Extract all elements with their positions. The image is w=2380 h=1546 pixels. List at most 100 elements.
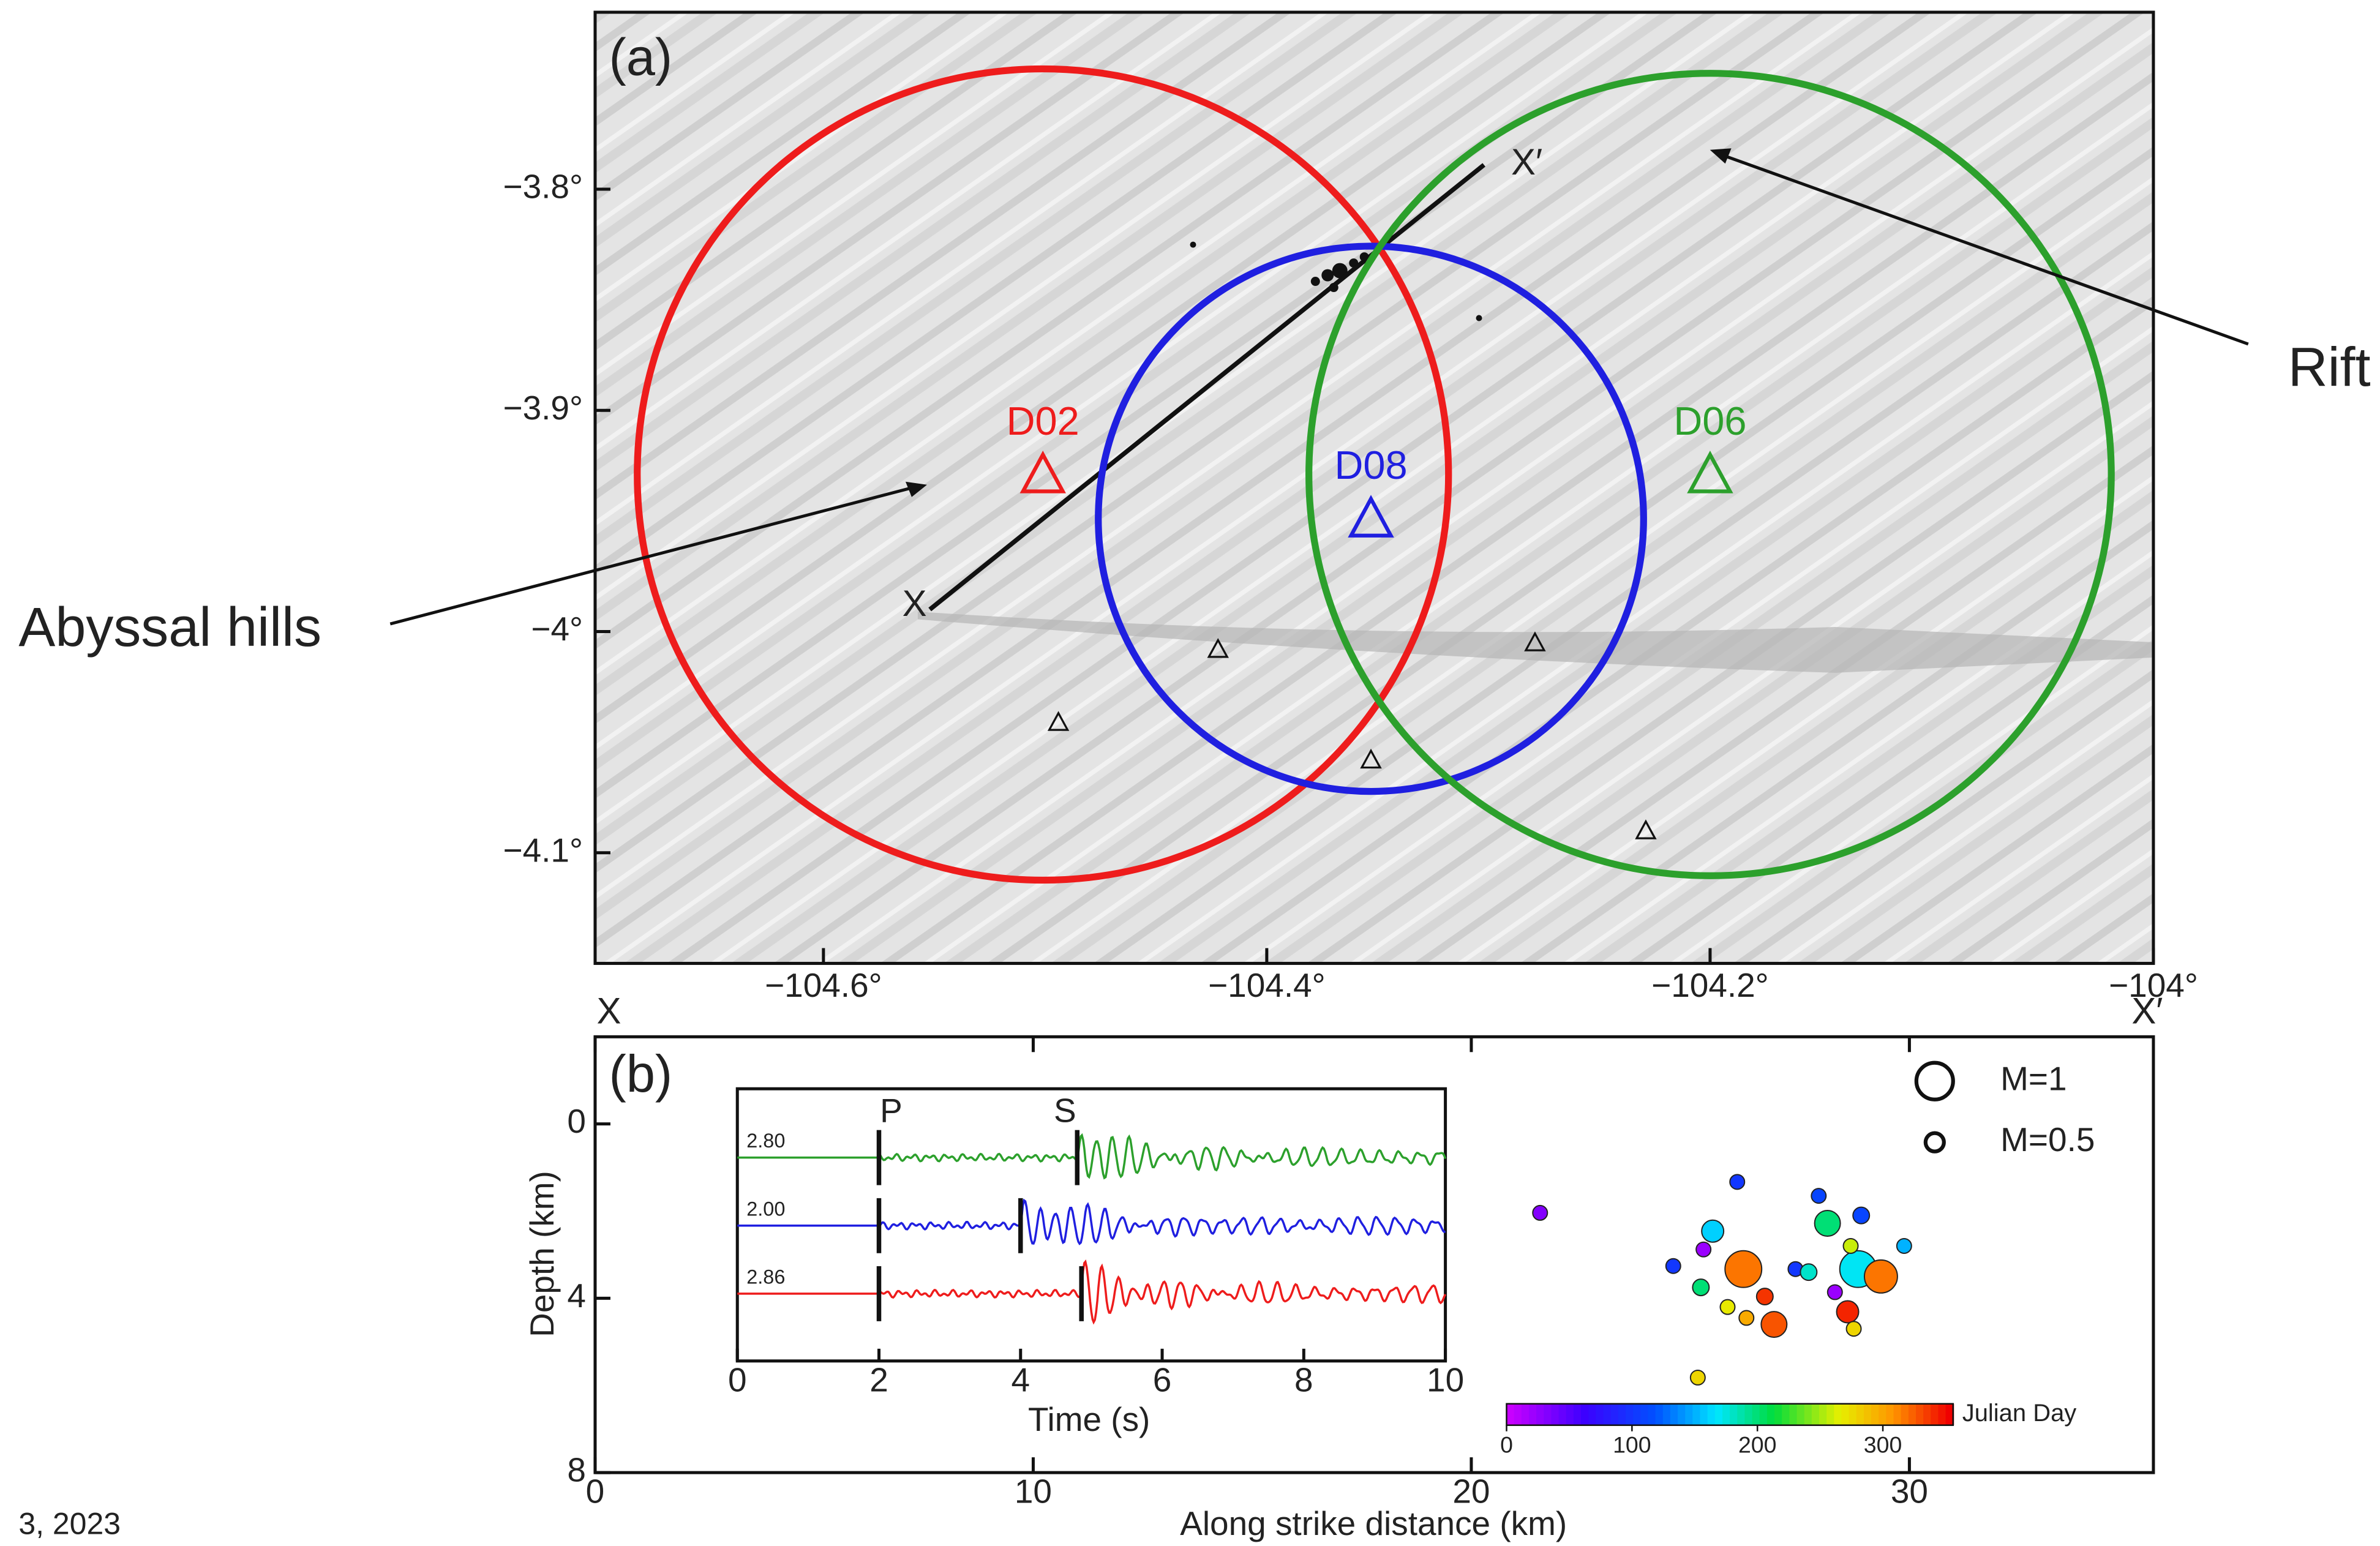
x-axis-title: Along strike distance (km) (1180, 1504, 1567, 1542)
y-tick-label: −4° (531, 610, 583, 648)
event (1800, 1263, 1818, 1281)
station (1348, 495, 1394, 538)
colorbar-segment (1625, 1403, 1634, 1425)
detection-circle (1095, 242, 1647, 795)
colorbar-segment (1692, 1403, 1702, 1425)
annotation-arrow (1720, 152, 2249, 346)
colorbar-segment (1685, 1403, 1694, 1425)
colorbar-segment (1514, 1403, 1523, 1425)
x-tick-label: 20 (1452, 1473, 1490, 1510)
colorbar-segment (1655, 1403, 1664, 1425)
colorbar-segment (1811, 1403, 1820, 1425)
x-tick-label: 30 (1891, 1473, 1928, 1510)
event (1863, 1259, 1898, 1294)
colorbar-segment (1841, 1403, 1850, 1425)
colorbar-segment (1923, 1403, 1932, 1425)
event (1724, 1250, 1763, 1288)
event (1845, 1321, 1862, 1337)
station (1019, 451, 1066, 493)
colorbar-segment (1678, 1403, 1686, 1425)
colorbar-segment (1707, 1403, 1716, 1425)
y-tick-label: −3.9° (503, 389, 583, 427)
event (1755, 1288, 1774, 1306)
colorbar-segment (1863, 1403, 1872, 1425)
colorbar-segment (1700, 1403, 1709, 1425)
colorbar-segment (1670, 1403, 1679, 1425)
waveform (737, 1259, 1447, 1325)
event (1692, 1278, 1710, 1297)
colorbar-segment (1886, 1403, 1895, 1425)
event (1826, 1284, 1843, 1300)
colorbar-segment (1945, 1403, 1954, 1425)
x-tick-label: 10 (1427, 1360, 1464, 1398)
colorbar-segment (1566, 1403, 1575, 1425)
event (1532, 1204, 1549, 1221)
station-label: D06 (1673, 399, 1746, 443)
event (1760, 1311, 1788, 1338)
obs-station (1635, 819, 1657, 839)
trace-label: 2.00 (746, 1198, 785, 1220)
annotation-arrow (389, 484, 918, 626)
event (1738, 1310, 1755, 1326)
colorbar-segment (1610, 1403, 1620, 1425)
map-layer (634, 65, 2115, 884)
event (1852, 1206, 1871, 1225)
event (1665, 1258, 1681, 1274)
colorbar-segment (1581, 1403, 1590, 1425)
phase-label: S (1054, 1092, 1076, 1130)
waveform (737, 1133, 1447, 1180)
colorbar-segment (1766, 1403, 1776, 1425)
profile-start: X (903, 583, 927, 624)
x-tick-label: 6 (1153, 1360, 1172, 1398)
event (1719, 1299, 1736, 1315)
trace-label: 2.86 (746, 1266, 785, 1288)
event (1836, 1300, 1860, 1324)
y-axis-title: Depth (km) (523, 1171, 561, 1337)
colorbar-segment (1826, 1403, 1835, 1425)
colorbar-segment (1849, 1403, 1858, 1425)
y-tick-label: −3.8° (503, 168, 583, 206)
obs-station (1207, 638, 1229, 658)
colorbar-segment (1879, 1403, 1887, 1425)
colorbar-segment (1573, 1403, 1582, 1425)
colorbar-segment (1722, 1403, 1731, 1425)
x-tick-label: 8 (1294, 1360, 1313, 1398)
obs-station (1360, 748, 1382, 769)
colorbar-segment (1796, 1403, 1806, 1425)
colorbar-segment (1551, 1403, 1560, 1425)
colorbar-segment (1662, 1403, 1672, 1425)
x-tick-label: 0 (728, 1360, 747, 1398)
colorbar-segment (1856, 1403, 1865, 1425)
annotation: Rift (2288, 337, 2371, 399)
profile-line (928, 163, 1485, 612)
x-tick-label: −104.2° (1651, 966, 1769, 1004)
footer: 3, 2023 (18, 1507, 121, 1541)
colorbar-segment (1737, 1403, 1746, 1425)
x-tick-label: −104.4° (1208, 966, 1326, 1004)
colorbar-segment (1506, 1403, 1515, 1425)
station (1687, 451, 1733, 493)
size-legend-symbol (1923, 1131, 1946, 1154)
x-tick-label: 4 (1011, 1360, 1030, 1398)
profile-start-label: X (596, 991, 621, 1032)
y-tick-label: 4 (567, 1277, 586, 1315)
arrowhead (905, 481, 927, 497)
colorbar-label: Julian Day (1962, 1400, 2077, 1427)
event (1896, 1237, 1912, 1254)
panel-label: (a) (609, 28, 672, 86)
colorbar-segment (1871, 1403, 1880, 1425)
detection-circle (1305, 70, 2115, 879)
colorbar-segment (1782, 1403, 1790, 1425)
station-label: D02 (1007, 399, 1079, 443)
trace-label: 2.80 (746, 1130, 785, 1152)
colorbar-segment (1596, 1403, 1604, 1425)
colorbar-segment (1648, 1403, 1657, 1425)
colorbar-segment (1901, 1403, 1910, 1425)
obs-station (1047, 711, 1070, 731)
colorbar-tick-label: 200 (1738, 1432, 1777, 1458)
colorbar-segment (1893, 1403, 1902, 1425)
bathymetry (595, 12, 2153, 964)
colorbar-segment (1789, 1403, 1798, 1425)
